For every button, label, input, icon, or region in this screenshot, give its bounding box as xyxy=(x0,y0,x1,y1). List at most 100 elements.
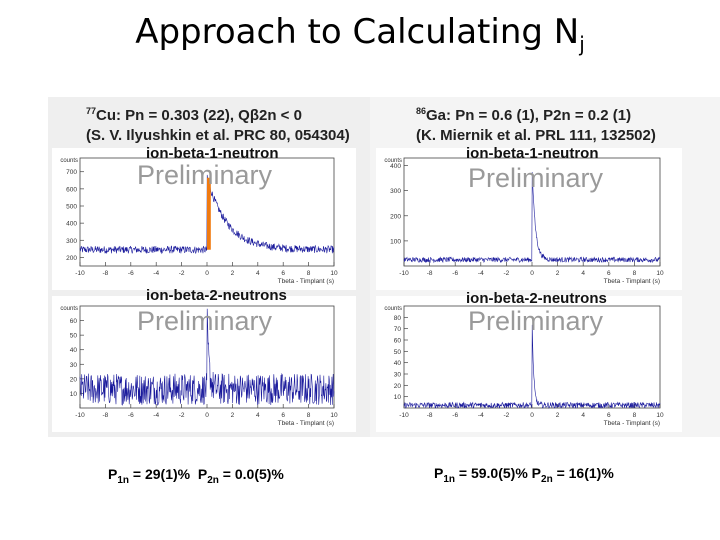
y-tick-label: 400 xyxy=(66,221,77,228)
x-tick-label: -6 xyxy=(128,412,134,419)
slide-title: Approach to Calculating Nj xyxy=(135,12,585,56)
data-trace xyxy=(403,324,661,409)
chart-title-cu-2n: ion-beta-2-neutrons xyxy=(146,287,287,304)
x-tick-label: 10 xyxy=(656,412,664,419)
x-tick-label: 6 xyxy=(607,270,611,277)
x-tick-label: -2 xyxy=(179,270,185,277)
left-ref-line1: 77Cu: Pn = 0.303 (22), Qβ2n < 0 xyxy=(86,106,302,124)
x-tick-label: -8 xyxy=(427,412,433,419)
y-tick-label: 300 xyxy=(390,188,401,195)
x-tick-label: -4 xyxy=(478,412,484,419)
y-axis-label: counts xyxy=(60,306,78,312)
x-tick-label: 2 xyxy=(231,270,235,277)
left-result: P1n = 29(1)% P2n = 0.0(5)% xyxy=(108,466,284,486)
right-reference: 86Ga: Pn = 0.6 (1), P2n = 0.2 (1) (K. Mi… xyxy=(416,101,656,146)
watermark-preliminary: Preliminary xyxy=(137,306,273,336)
y-tick-label: 60 xyxy=(70,318,78,325)
y-axis-label: counts xyxy=(384,306,402,312)
y-tick-label: 10 xyxy=(70,391,78,398)
highlight-bar xyxy=(207,177,211,250)
x-tick-label: 2 xyxy=(231,412,235,419)
x-tick-label: -10 xyxy=(399,412,409,419)
x-axis-label: Tbeta - Timplant (s) xyxy=(604,420,660,427)
y-tick-label: 300 xyxy=(66,238,77,245)
x-tick-label: 10 xyxy=(656,270,664,277)
x-tick-label: 6 xyxy=(281,270,285,277)
y-tick-label: 400 xyxy=(390,163,401,170)
left-reference: 77Cu: Pn = 0.303 (22), Qβ2n < 0 (S. V. I… xyxy=(86,101,350,146)
x-tick-label: 8 xyxy=(633,270,637,277)
x-tick-label: -4 xyxy=(153,270,159,277)
x-tick-label: -8 xyxy=(103,412,109,419)
x-tick-label: 8 xyxy=(633,412,637,419)
chart-cu-1-neutron: -10 -8 -6 -4 -2 0 2 4 6 8 10 200 300 400 500 600 700 coun… xyxy=(52,148,356,290)
x-tick-label: 8 xyxy=(307,412,311,419)
x-axis-label: Tbeta - Timplant (s) xyxy=(604,278,660,285)
x-tick-label: 4 xyxy=(256,270,260,277)
right-result: P1n = 59.0(5)% P2n = 16(1)% xyxy=(434,465,614,485)
chart-title-cu-1n: ion-beta-1-neutron xyxy=(146,145,279,162)
x-tick-label: -10 xyxy=(75,412,85,419)
x-tick-label: -2 xyxy=(504,270,510,277)
chart-ga-1-neutron: -10 -8 -6 -4 -2 0 2 4 6 8 10 100 200 300 400 counts Tbet… xyxy=(376,148,682,290)
x-tick-label: -8 xyxy=(427,270,433,277)
data-trace xyxy=(79,308,335,406)
x-tick-label: 10 xyxy=(330,270,338,277)
x-tick-label: 4 xyxy=(256,412,260,419)
x-tick-label: -6 xyxy=(452,270,458,277)
x-tick-label: 2 xyxy=(556,270,560,277)
chart-title-ga-1n: ion-beta-1-neutron xyxy=(466,145,599,162)
x-tick-label: 6 xyxy=(607,412,611,419)
y-tick-label: 200 xyxy=(390,213,401,220)
chart-cu-2-neutrons: -10 -8 -6 -4 -2 0 2 4 6 8 10 10 20 30 40 50 60 counts Tbet… xyxy=(52,296,356,432)
x-tick-label: -8 xyxy=(103,270,109,277)
right-ref-line1: 86Ga: Pn = 0.6 (1), P2n = 0.2 (1) xyxy=(416,106,632,124)
y-tick-label: 50 xyxy=(70,333,78,340)
y-tick-label: 70 xyxy=(394,326,402,333)
y-tick-label: 80 xyxy=(394,315,402,322)
x-tick-label: 0 xyxy=(205,412,209,419)
y-tick-label: 10 xyxy=(394,394,402,401)
watermark-preliminary: Preliminary xyxy=(468,306,604,336)
x-tick-label: 8 xyxy=(307,270,311,277)
x-tick-label: 4 xyxy=(581,270,585,277)
x-tick-label: 0 xyxy=(530,412,534,419)
y-tick-label: 100 xyxy=(390,238,401,245)
y-tick-label: 700 xyxy=(66,169,77,176)
x-tick-label: 0 xyxy=(530,270,534,277)
y-axis-label: counts xyxy=(60,158,78,164)
y-tick-label: 60 xyxy=(394,338,402,345)
y-tick-label: 500 xyxy=(66,204,77,211)
y-tick-label: 20 xyxy=(394,383,402,390)
y-tick-label: 40 xyxy=(394,360,402,367)
chart-title-ga-2n: ion-beta-2-neutrons xyxy=(466,290,607,307)
watermark-preliminary: Preliminary xyxy=(468,163,604,193)
right-ref-line2: (K. Miernik et al. PRL 111, 132502) xyxy=(416,127,656,144)
x-tick-label: -10 xyxy=(75,270,85,277)
y-tick-label: 50 xyxy=(394,349,402,356)
x-tick-label: -4 xyxy=(153,412,159,419)
y-tick-label: 600 xyxy=(66,186,77,193)
x-tick-label: 0 xyxy=(205,270,209,277)
left-ref-line2: (S. V. Ilyushkin et al. PRC 80, 054304) xyxy=(86,127,350,144)
x-tick-label: -2 xyxy=(179,412,185,419)
x-tick-label: -6 xyxy=(452,412,458,419)
chart-ga-2-neutrons: -10 -8 -6 -4 -2 0 2 4 6 8 10 10 20 30 40 50 60 70 80 counts… xyxy=(376,296,682,432)
x-tick-label: 6 xyxy=(281,412,285,419)
y-axis-label: counts xyxy=(384,158,402,164)
x-tick-label: 2 xyxy=(556,412,560,419)
x-tick-label: 10 xyxy=(330,412,338,419)
y-tick-label: 20 xyxy=(70,376,78,383)
y-tick-label: 40 xyxy=(70,347,78,354)
y-tick-label: 200 xyxy=(66,255,77,262)
watermark-preliminary: Preliminary xyxy=(137,160,273,190)
y-tick-label: 30 xyxy=(70,362,78,369)
x-tick-label: -2 xyxy=(504,412,510,419)
x-tick-label: -4 xyxy=(478,270,484,277)
y-tick-label: 30 xyxy=(394,372,402,379)
x-tick-label: -10 xyxy=(399,270,409,277)
x-axis-label: Tbeta - Timplant (s) xyxy=(278,420,334,427)
x-tick-label: -6 xyxy=(128,270,134,277)
x-axis-label: Tbeta - Timplant (s) xyxy=(278,278,334,285)
x-tick-label: 4 xyxy=(581,412,585,419)
